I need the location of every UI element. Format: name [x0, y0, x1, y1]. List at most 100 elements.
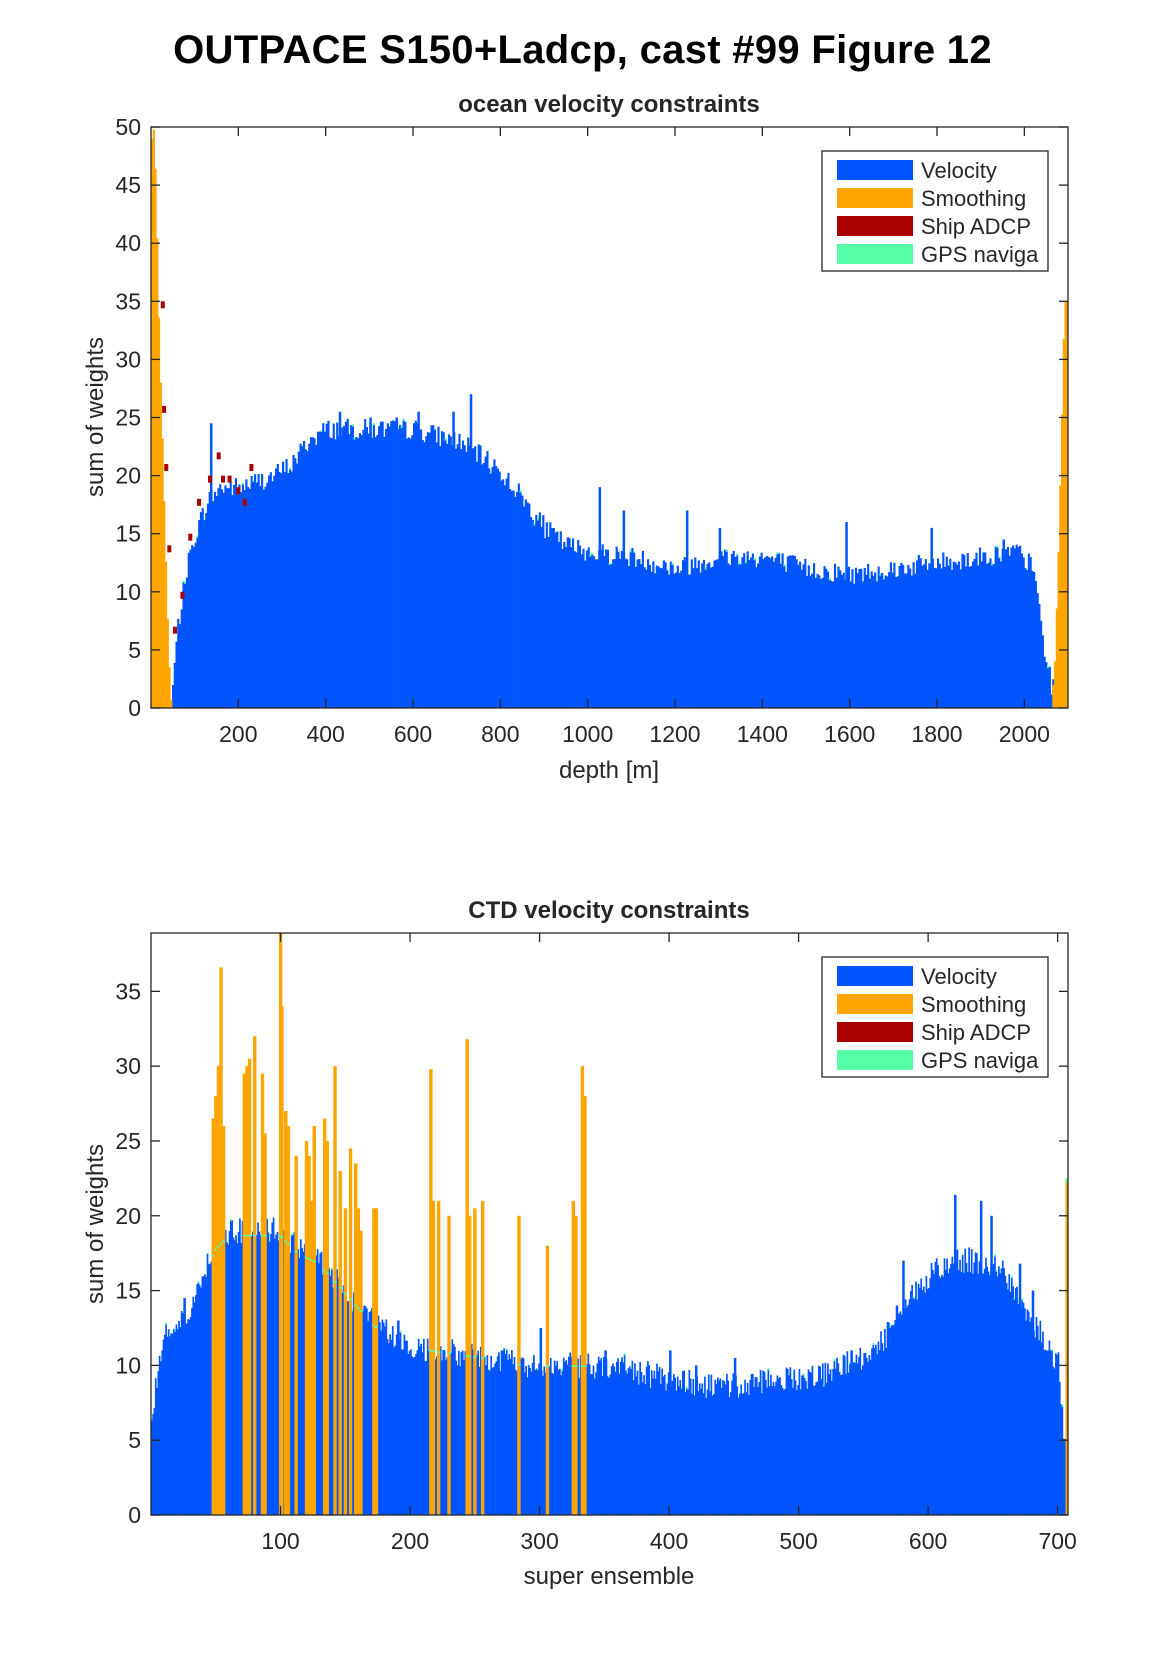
velocity-bar [640, 1371, 643, 1515]
velocity-bar [973, 1262, 976, 1515]
y-tick-label: 20 [115, 1203, 141, 1229]
velocity-bar [668, 574, 671, 708]
legend-label: Velocity [921, 158, 997, 183]
velocity-bar [622, 510, 626, 708]
velocity-bar [956, 564, 959, 708]
velocity-bar [332, 423, 335, 708]
velocity-bar [1022, 557, 1025, 708]
velocity-bar [942, 1276, 945, 1515]
x-tick-label: 500 [779, 1528, 817, 1554]
velocity-bar [893, 562, 896, 708]
gps-naviga-bar [725, 549, 728, 552]
velocity-bar [338, 411, 342, 708]
velocity-bar [187, 552, 190, 708]
velocity-bar [945, 556, 948, 708]
velocity-bar [818, 575, 821, 708]
velocity-bar [550, 528, 554, 708]
velocity-bar [594, 559, 597, 708]
velocity-bar [240, 492, 243, 708]
velocity-bar [182, 581, 185, 708]
gps-naviga-bar [823, 1384, 825, 1387]
velocity-bar [970, 566, 973, 708]
velocity-bar [820, 1378, 823, 1515]
velocity-bar [969, 1272, 972, 1515]
gps-naviga-bar [356, 1307, 361, 1309]
velocity-bar [732, 1373, 735, 1515]
velocity-bar [722, 1380, 724, 1515]
velocity-bar [661, 568, 664, 708]
velocity-bar [1017, 1304, 1020, 1515]
velocity-bar [327, 420, 330, 708]
velocity-bar [275, 1234, 278, 1515]
velocity-bar [729, 565, 732, 708]
velocity-bar [378, 426, 381, 708]
velocity-bar [486, 451, 489, 708]
velocity-bar [507, 472, 510, 708]
velocity-bar [671, 563, 674, 708]
velocity-bar [389, 1334, 392, 1515]
velocity-bar [201, 508, 204, 708]
velocity-bar [755, 1377, 758, 1515]
velocity-bar [180, 1311, 183, 1515]
y-tick-label: 45 [115, 172, 141, 198]
velocity-bar [807, 565, 810, 708]
velocity-bar [388, 1343, 390, 1515]
velocity-bar [351, 425, 355, 708]
velocity-bar [1033, 572, 1036, 708]
velocity-bar [941, 1274, 943, 1515]
velocity-bar [568, 538, 571, 708]
velocity-bar [647, 1361, 649, 1515]
velocity-bar [739, 1393, 741, 1515]
legend-label: Ship ADCP [921, 214, 1031, 239]
y-tick-label: 20 [115, 463, 141, 489]
velocity-bar [650, 1370, 653, 1515]
velocity-bar [577, 539, 580, 708]
velocity-bar [658, 1367, 661, 1515]
velocity-bar [167, 1329, 170, 1515]
velocity-bar [587, 1353, 590, 1515]
smoothing-bar [221, 1126, 226, 1515]
gps-naviga-bar [991, 563, 994, 566]
velocity-bar [258, 1231, 261, 1515]
velocity-bar [329, 437, 332, 708]
gps-naviga-bar [963, 1270, 965, 1273]
velocity-bar [917, 554, 920, 708]
velocity-bar [755, 567, 758, 708]
x-tick-label: 600 [394, 721, 432, 747]
velocity-bar [179, 1327, 182, 1515]
legend-label: GPS naviga [921, 1048, 1039, 1073]
velocity-bar [166, 1336, 169, 1515]
velocity-bar [323, 431, 327, 708]
velocity-bar [254, 474, 257, 708]
velocity-bar [1051, 1350, 1053, 1515]
velocity-bar [771, 1386, 774, 1515]
velocity-bar [485, 1365, 487, 1515]
velocity-bar [539, 1327, 543, 1515]
velocity-bar [379, 421, 382, 708]
velocity-bar [481, 464, 484, 708]
velocity-bar [1045, 662, 1048, 708]
velocity-bar [303, 1244, 306, 1515]
velocity-bar [728, 1396, 731, 1515]
velocity-bar [196, 1284, 199, 1515]
velocity-bar [483, 1356, 486, 1515]
velocity-bar [366, 1308, 368, 1515]
velocity-bar [758, 1381, 761, 1515]
smoothing-bar [284, 1111, 288, 1515]
velocity-bar [411, 1356, 414, 1515]
velocity-bar [996, 1276, 999, 1515]
velocity-bar [458, 433, 461, 708]
velocity-bar [609, 1374, 612, 1515]
velocity-bar [604, 1350, 607, 1515]
velocity-bar [205, 513, 208, 708]
velocity-bar [875, 581, 879, 708]
smoothing-bar [465, 1039, 469, 1515]
velocity-bar [1031, 570, 1034, 708]
velocity-bar [227, 488, 230, 708]
velocity-bar [192, 546, 196, 708]
velocity-bar [891, 1325, 894, 1515]
ocean-velocity-ylabel: sum of weights [82, 337, 109, 497]
velocity-bar [293, 1232, 296, 1515]
velocity-bar [530, 517, 533, 708]
velocity-bar [790, 1379, 793, 1515]
